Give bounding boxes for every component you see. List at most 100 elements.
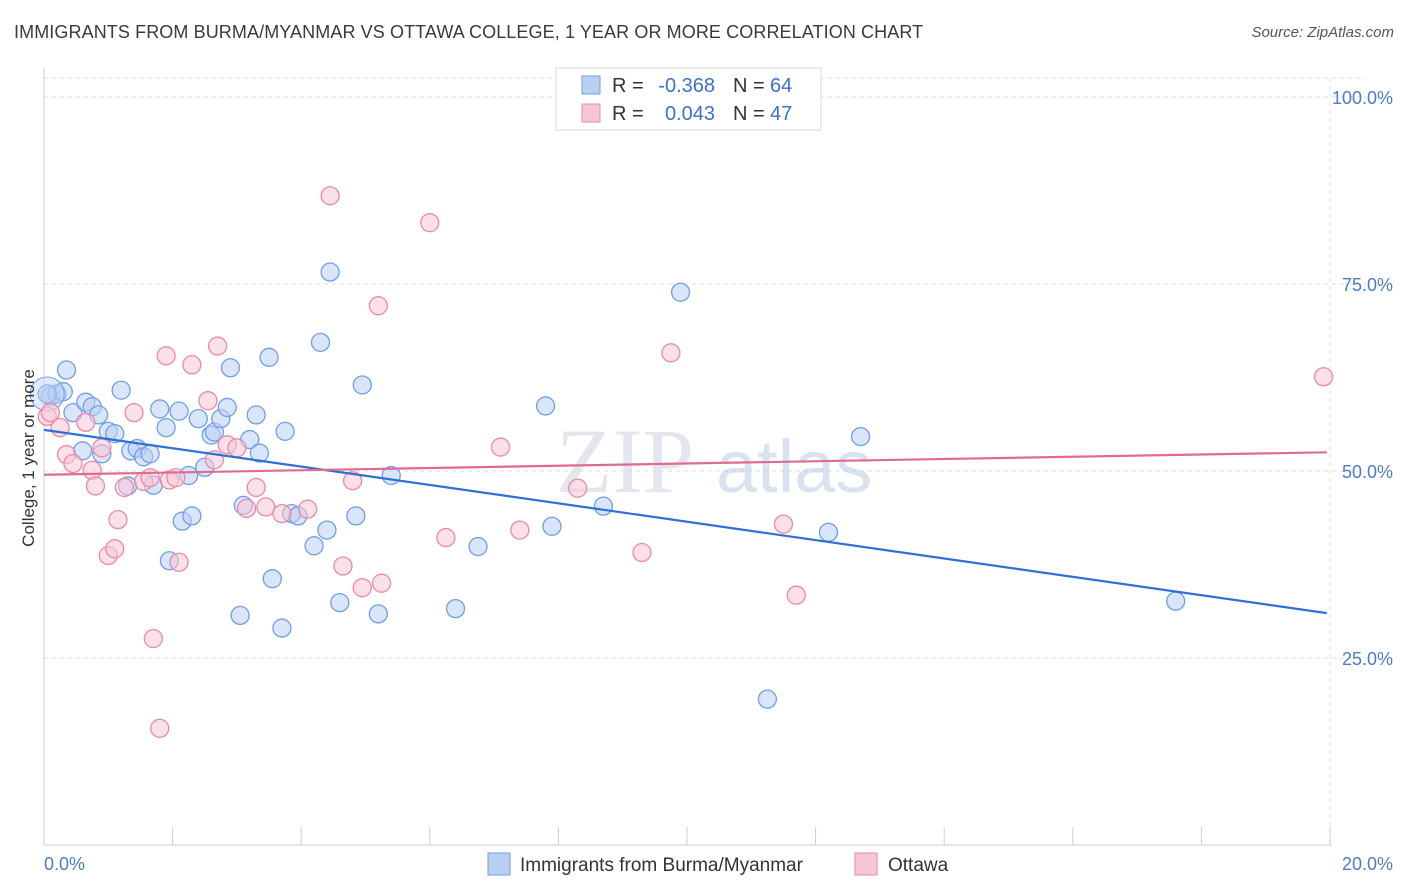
data-point xyxy=(1313,367,1334,387)
legend-n-label-1: N = xyxy=(733,75,765,97)
data-point xyxy=(198,391,218,411)
data-point xyxy=(436,527,456,548)
data-point xyxy=(368,604,389,624)
data-point xyxy=(786,585,806,605)
data-point xyxy=(445,598,466,619)
data-point xyxy=(188,408,208,429)
data-point xyxy=(111,380,131,400)
data-point xyxy=(346,506,366,526)
data-point xyxy=(468,536,488,557)
data-point xyxy=(108,509,128,530)
watermark: ZIP atlas xyxy=(556,410,872,512)
data-point xyxy=(818,522,839,542)
data-point xyxy=(140,468,160,488)
data-point xyxy=(143,628,163,649)
data-point xyxy=(773,514,794,534)
x-tick-label-min: 0.0% xyxy=(44,854,85,874)
data-point xyxy=(105,539,125,559)
data-point xyxy=(37,384,57,404)
data-point xyxy=(150,718,170,738)
legend-swatch-blue xyxy=(581,75,601,95)
data-point xyxy=(220,358,241,378)
source-label: Source: ZipAtlas.com xyxy=(1251,24,1394,41)
x-tick-label-max: 20.0% xyxy=(1342,854,1393,874)
data-point xyxy=(182,506,202,526)
legend-r-value-2: 0.043 xyxy=(665,103,715,125)
data-point xyxy=(420,213,440,233)
axes xyxy=(43,68,1332,846)
data-point xyxy=(169,401,189,421)
data-point xyxy=(207,336,228,356)
y-tick-label: 25.0% xyxy=(1342,649,1393,669)
y-tick-label: 50.0% xyxy=(1342,462,1393,482)
data-point xyxy=(330,592,350,613)
watermark-atlas: atlas xyxy=(716,425,872,508)
data-point xyxy=(568,478,588,498)
data-point xyxy=(169,552,189,572)
legend-n-value-2: 47 xyxy=(770,103,792,125)
y-tick-label: 75.0% xyxy=(1342,275,1393,295)
data-point xyxy=(310,332,331,352)
data-point xyxy=(236,498,257,519)
data-point xyxy=(156,417,176,438)
data-point xyxy=(230,605,250,626)
y-axis-label: College, 1 year or more xyxy=(19,369,38,547)
trend-lines xyxy=(43,428,1327,615)
data-point xyxy=(342,471,363,491)
legend-swatch-pink xyxy=(581,103,601,123)
legend-n-label-2: N = xyxy=(733,103,765,125)
bottom-legend: Immigrants from Burma/Myanmar Ottawa xyxy=(487,852,949,876)
data-point xyxy=(320,262,340,282)
data-point xyxy=(352,375,372,395)
legend-r-label-2: R = xyxy=(612,103,644,125)
data-point xyxy=(320,186,340,206)
data-point xyxy=(275,421,295,442)
data-point xyxy=(249,443,270,463)
data-point xyxy=(542,516,562,537)
data-point xyxy=(317,520,337,540)
data-point xyxy=(757,689,778,709)
data-point xyxy=(217,397,237,418)
data-point xyxy=(510,520,530,540)
data-point xyxy=(490,437,511,457)
data-point xyxy=(105,423,125,444)
data-point xyxy=(304,536,324,556)
data-point xyxy=(333,556,353,576)
data-point xyxy=(535,396,556,416)
legend-box: R = -0.368 N = 64 R = 0.043 N = 47 xyxy=(555,67,822,131)
data-point xyxy=(272,503,292,524)
data-point xyxy=(114,477,135,498)
tick-labels: 25.0% 50.0% 75.0% 100.0% 0.0% 20.0% xyxy=(44,88,1393,874)
data-point xyxy=(368,296,389,316)
bottom-legend-label-pink: Ottawa xyxy=(888,855,949,876)
data-point xyxy=(1166,591,1186,611)
data-point xyxy=(124,403,144,423)
data-point xyxy=(85,476,106,496)
data-point xyxy=(156,346,176,366)
data-point xyxy=(661,343,681,363)
data-point xyxy=(371,573,392,593)
legend-r-value-1: -0.368 xyxy=(658,75,715,97)
data-point xyxy=(632,542,652,563)
data-point xyxy=(227,438,247,458)
legend-r-label-1: R = xyxy=(612,75,644,97)
bottom-legend-swatch-pink xyxy=(854,852,878,876)
bottom-legend-swatch-blue xyxy=(487,852,511,876)
data-point xyxy=(82,460,102,480)
data-point xyxy=(63,403,83,423)
data-point xyxy=(272,618,292,638)
bottom-legend-label-blue: Immigrants from Burma/Myanmar xyxy=(520,855,804,876)
data-point xyxy=(593,496,614,516)
data-point xyxy=(40,403,61,423)
trend-line-ottawa xyxy=(43,451,1327,476)
chart-title: IMMIGRANTS FROM BURMA/MYANMAR VS OTTAWA … xyxy=(14,22,924,42)
data-point xyxy=(56,360,77,380)
data-point xyxy=(246,477,266,498)
data-point xyxy=(140,444,160,464)
data-point xyxy=(670,282,691,302)
data-point xyxy=(63,453,83,474)
series-burma-points xyxy=(29,262,1186,709)
data-point xyxy=(352,578,372,598)
data-point xyxy=(76,412,96,433)
